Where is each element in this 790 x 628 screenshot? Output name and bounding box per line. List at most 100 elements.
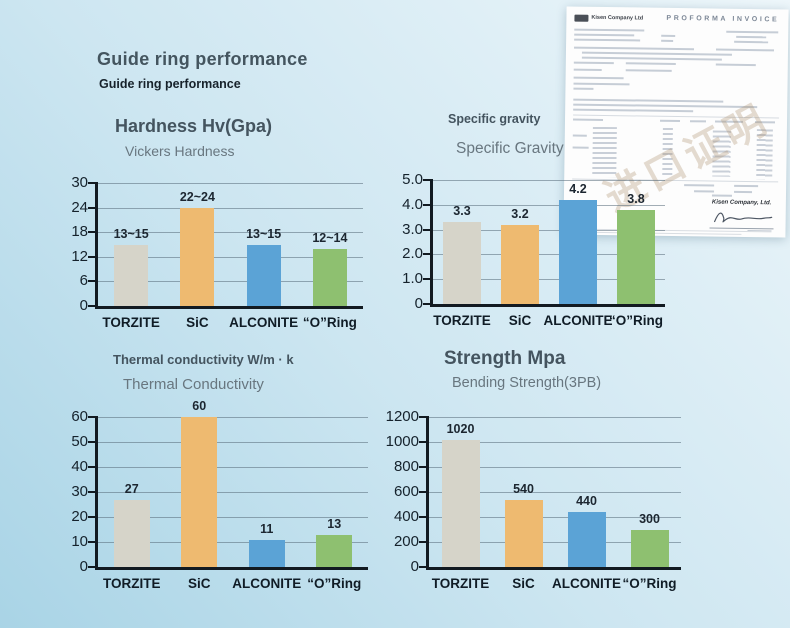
y-axis-tick <box>419 441 429 443</box>
gridline <box>429 467 681 469</box>
y-axis-tick <box>423 253 433 256</box>
greek-text-line <box>734 190 753 194</box>
y-axis-tick <box>419 491 429 493</box>
chart-title: Hardness Hv(Gpa) <box>115 116 273 136</box>
greek-text-line <box>574 46 695 51</box>
gridline <box>98 207 363 209</box>
gridline <box>433 279 665 281</box>
bar-value-label: 13 <box>327 516 342 531</box>
page-title: Guide ring performance <box>97 49 308 70</box>
y-tick-label: 60 <box>71 408 88 425</box>
signature-company-name: Kisen Company, Ltd. <box>711 199 772 207</box>
y-tick-label: 0 <box>410 558 419 575</box>
category-label-sic: SiC <box>186 315 209 330</box>
specific-gravity-plot-area: 0 1.0 2.0 3.0 4.0 5.0 3.3 TORZITE 3.2 SiC 4.2 ALCON… <box>402 172 665 328</box>
bar-alconite <box>559 199 597 304</box>
bar-value-label: 12~14 <box>312 230 348 245</box>
y-axis-tick <box>423 278 433 281</box>
greek-text-line <box>734 184 759 188</box>
chart-subtitle: Bending Strength(3PB) <box>452 375 602 391</box>
category-label-torzite: TORZITE <box>102 315 160 330</box>
gridline <box>98 442 368 443</box>
y-axis-tick <box>419 541 429 544</box>
category-label-oring: “O”Ring <box>302 315 357 330</box>
bar-alconite <box>248 539 285 567</box>
strength-chart: Strength Mpa Bending Strength(3PB) 0 200 4… <box>386 348 681 591</box>
bar-value-label: 3.8 <box>627 191 645 206</box>
signature-icon <box>714 212 773 223</box>
greek-text-line <box>726 30 779 34</box>
bar-value-label: 13~15 <box>246 226 282 241</box>
greek-text-line <box>573 76 624 80</box>
category-label-oring: “O”Ring <box>622 576 677 591</box>
greek-text-line <box>625 69 672 72</box>
bar-sic <box>501 224 539 304</box>
chart-title: Specific gravity <box>448 112 541 126</box>
bar-torzite <box>114 244 149 306</box>
gridline <box>98 517 368 519</box>
bar-value-label: 440 <box>576 494 597 508</box>
y-axis-tick <box>88 416 98 418</box>
gridline <box>429 417 681 418</box>
y-axis-tick <box>88 255 98 258</box>
y-axis-tick <box>88 206 98 209</box>
bar-value-label: 13~15 <box>113 226 149 241</box>
y-axis-tick <box>88 280 98 283</box>
gridline <box>98 542 368 544</box>
y-axis-tick <box>88 566 98 568</box>
category-label-oring: “O”Ring <box>307 576 362 591</box>
bar-value-label: 4.2 <box>569 181 587 196</box>
category-label-torzite: TORZITE <box>433 313 491 328</box>
bar-value-label: 60 <box>192 399 207 413</box>
y-axis-tick <box>88 491 98 493</box>
gridline <box>433 254 665 256</box>
gridline <box>433 229 665 231</box>
invoice-company-name: Kisen Company Ltd <box>591 14 644 22</box>
proforma-invoice-document: Kisen Company Ltd PROFORMA INVOICE <box>563 6 789 238</box>
y-axis-tick <box>88 305 98 307</box>
category-label-alconite: ALCONITE <box>543 313 613 328</box>
greek-text-line <box>716 48 775 52</box>
greek-text-line <box>736 35 767 39</box>
gridline <box>98 492 368 493</box>
gridline <box>98 232 363 234</box>
bar-value-label: 27 <box>124 481 139 496</box>
chart-subtitle: Vickers Hardness <box>125 143 235 159</box>
bar-oring <box>617 209 655 304</box>
signature-line <box>709 227 774 230</box>
y-tick-label: 12 <box>71 247 88 265</box>
y-tick-label: 50 <box>71 433 88 450</box>
chart-subtitle: Thermal Conductivity <box>123 376 264 393</box>
y-axis-tick <box>419 516 429 519</box>
gridline <box>433 180 665 181</box>
category-label-oring: “O”Ring <box>609 313 663 328</box>
greek-text-line <box>574 33 635 37</box>
greek-text-line <box>625 62 676 65</box>
y-tick-label: 30 <box>71 483 88 500</box>
y-tick-label: 2.0 <box>402 245 423 263</box>
chart-subtitle: Specific Gravity <box>456 140 564 157</box>
y-tick-label: 600 <box>393 483 419 500</box>
company-logo <box>574 14 589 22</box>
bar-sic <box>181 417 218 567</box>
invoice-title: PROFORMA INVOICE <box>666 14 780 24</box>
greek-text-line <box>581 56 722 61</box>
category-label-alconite: ALCONITE <box>229 315 299 330</box>
y-axis-tick <box>423 228 433 231</box>
y-axis-tick <box>88 516 98 519</box>
y-axis-tick <box>419 566 429 568</box>
greek-text-line <box>661 34 676 37</box>
y-tick-label: 5.0 <box>402 171 423 188</box>
bar-alconite <box>246 244 281 306</box>
category-label-sic: SiC <box>512 576 535 591</box>
category-label-torzite: TORZITE <box>431 576 490 591</box>
gridline <box>98 183 363 184</box>
greek-text-line <box>573 87 594 90</box>
y-tick-label: 1200 <box>385 408 419 425</box>
gridline <box>429 542 681 544</box>
y-tick-label: 20 <box>71 508 88 526</box>
gridline <box>98 467 368 469</box>
y-tick-label: 40 <box>71 458 88 476</box>
greek-text-line <box>573 82 630 86</box>
